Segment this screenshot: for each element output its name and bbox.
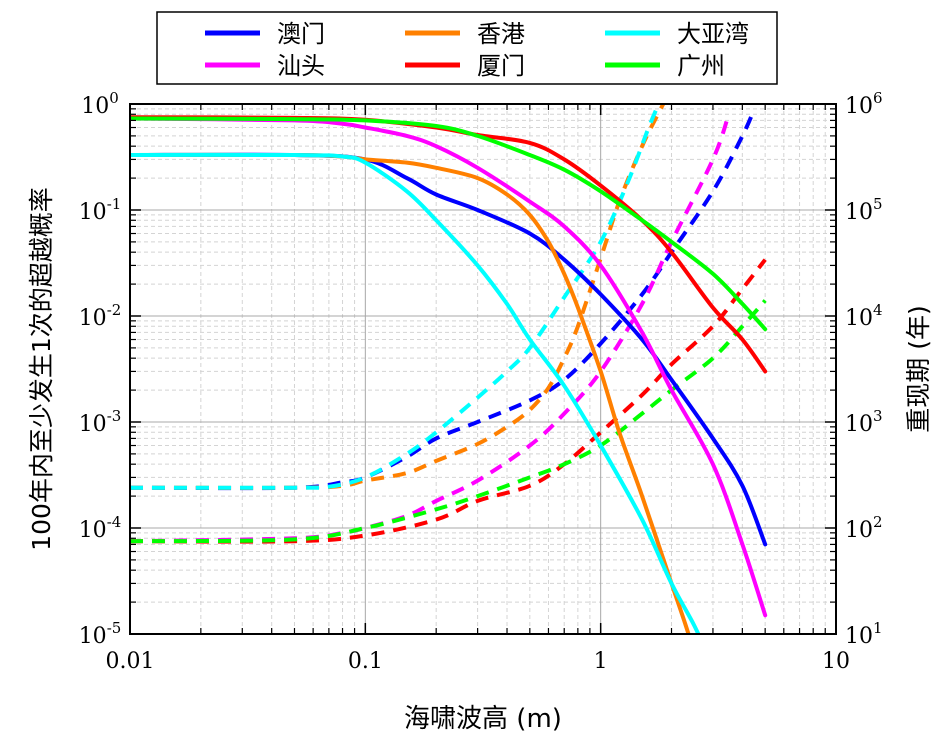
plot-frame bbox=[129, 103, 837, 635]
series-return-period-line-5 bbox=[130, 299, 767, 544]
x-tick-labels: 0.01 0.1 1 10 bbox=[106, 649, 850, 674]
series-return-period-line-4 bbox=[130, 258, 767, 544]
legend-label: 厦门 bbox=[477, 52, 525, 80]
legend-label: 大亚湾 bbox=[677, 20, 749, 48]
legend-label: 澳门 bbox=[277, 20, 325, 48]
legend-label: 广州 bbox=[677, 52, 725, 80]
y-left-tick-label: 10-3 bbox=[79, 407, 122, 437]
y-right-tick-label: 102 bbox=[845, 513, 883, 543]
series-return-period-line-0 bbox=[130, 108, 757, 491]
y-left-tick-label: 100 bbox=[81, 89, 119, 119]
x-axis-label: 海啸波高 (m) bbox=[404, 704, 562, 734]
y-left-tick-labels: 100 10-1 10-2 10-3 10-4 10-5 bbox=[79, 89, 122, 649]
x-tick-label: 0.01 bbox=[106, 649, 155, 674]
y-left-tick-label: 10-5 bbox=[79, 619, 122, 649]
axis-ticks bbox=[129, 103, 837, 635]
y-left-tick-label: 10-1 bbox=[79, 195, 122, 225]
y-right-tick-label: 101 bbox=[845, 619, 883, 649]
series-layer bbox=[130, 104, 768, 634]
y-left-tick-label: 10-4 bbox=[79, 513, 122, 543]
legend-box bbox=[156, 11, 778, 85]
series-return-period-line-2 bbox=[130, 104, 661, 490]
series-probability-line-3 bbox=[130, 116, 768, 618]
y-right-tick-label: 105 bbox=[845, 195, 883, 225]
x-tick-label: 0.1 bbox=[348, 649, 383, 674]
y-right-tick-label: 104 bbox=[845, 301, 883, 331]
y-right-tick-labels: 106 105 104 103 102 101 bbox=[845, 89, 883, 649]
y-axis-left-label: 100年内至少发生1次的超越概率 bbox=[27, 187, 56, 551]
x-tick-label: 10 bbox=[822, 649, 850, 674]
legend-label: 香港 bbox=[477, 20, 525, 48]
y-left-tick-label: 10-2 bbox=[79, 301, 122, 331]
legend-label: 汕头 bbox=[277, 52, 325, 80]
x-tick-label: 1 bbox=[594, 649, 608, 674]
y-right-tick-label: 103 bbox=[845, 407, 883, 437]
y-right-tick-label: 106 bbox=[845, 89, 883, 119]
series-probability-line-2 bbox=[130, 152, 701, 634]
series-probability-line-5 bbox=[130, 116, 768, 332]
y-axis-right-label: 重现期 (年) bbox=[904, 305, 933, 432]
